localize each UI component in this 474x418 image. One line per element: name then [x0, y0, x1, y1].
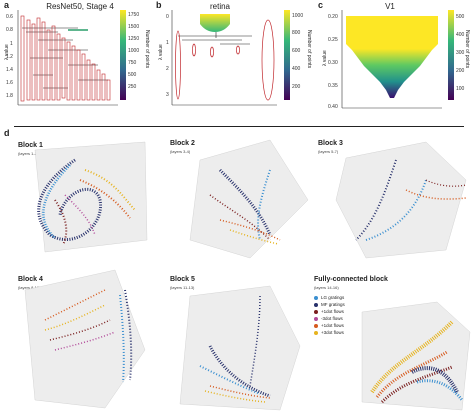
panel-a-cbtick: 250	[128, 84, 137, 90]
section-divider	[14, 126, 464, 127]
legend: LG gratings MF gratings +1dot flows -3do…	[314, 294, 394, 336]
panel-b-cbtick: 400	[292, 66, 301, 72]
block-4-scatter	[24, 269, 146, 409]
panel-b-title: retina	[209, 2, 230, 11]
block-4-title: Block 4	[18, 276, 43, 283]
block-3-title: Block 3	[318, 140, 343, 147]
panel-a-tree	[17, 10, 118, 106]
panel-c-ytick: 0.30	[328, 60, 338, 66]
block-2-subtitle: (layers 3-4)	[170, 149, 191, 154]
panel-b-cbtick: 200	[292, 84, 301, 90]
legend-dot	[314, 323, 318, 328]
panel-b-ylabel: λ value	[158, 44, 164, 60]
legend-dot	[314, 309, 318, 314]
block-2-scatter	[189, 139, 309, 259]
panel-c-title: V1	[385, 2, 395, 11]
legend-label: -3dot flows	[321, 316, 343, 321]
panel-c-cblabel: Number of points	[464, 30, 470, 69]
panel-a-cbtick: 750	[128, 60, 137, 66]
block-fc-subtitle: (layers 14-16)	[314, 285, 339, 290]
legend-label: +1dot flows	[321, 323, 344, 328]
panel-a-ytick: 1.4	[6, 67, 13, 73]
panel-c-label: c	[318, 0, 324, 10]
panel-b-ytick: 0	[166, 14, 169, 20]
panel-b-cbtick: 800	[292, 30, 301, 36]
legend-dot	[314, 316, 318, 321]
block-5-title: Block 5	[170, 276, 195, 283]
panel-b-ytick: 3	[166, 92, 169, 98]
panel-b-cbtick: 1000	[292, 13, 304, 19]
panel-a-title: ResNet50, Stage 4	[46, 2, 114, 11]
panel-a-cblabel: Number of points	[144, 30, 150, 69]
legend-dot	[314, 295, 318, 300]
panel-b-colorbar	[284, 10, 290, 100]
legend-item: LG gratings	[314, 294, 394, 301]
panel-c-cbtick: 200	[456, 68, 465, 74]
block-3-scatter	[335, 141, 467, 259]
panel-c-ytick: 0.25	[328, 37, 338, 43]
panel-b-tree	[171, 10, 277, 106]
block-5-scatter	[179, 285, 301, 411]
panel-b-label: b	[156, 0, 162, 10]
panel-a-cbtick: 1750	[128, 12, 140, 18]
panel-c-ytick: 0.35	[328, 83, 338, 89]
panel-c-funnel	[341, 10, 442, 109]
panel-a-ytick: 1.2	[6, 54, 13, 60]
block-fc-title: Fully-connected block	[314, 276, 388, 283]
legend-label: MF gratings	[321, 302, 345, 307]
panel-c-cbtick: 400	[456, 32, 465, 38]
legend-label: LG gratings	[321, 295, 345, 300]
block-fc-scatter	[361, 301, 471, 411]
legend-dot	[314, 330, 318, 335]
block-5-subtitle: (layers 11-13)	[170, 285, 195, 290]
legend-item: +3dot flows	[314, 329, 394, 336]
panel-a-ytick: 1	[10, 41, 13, 47]
panel-c-colorbar	[448, 10, 454, 100]
legend-item: +1dot flows	[314, 322, 394, 329]
panel-a-cbtick: 500	[128, 72, 137, 78]
panel-c-ytick: 0.40	[328, 104, 338, 110]
legend-item: +1dot flows	[314, 308, 394, 315]
legend-item: -3dot flows	[314, 315, 394, 322]
legend-label: +1dot flows	[321, 309, 344, 314]
block-1-subtitle: (layers 1-2)	[18, 151, 39, 156]
block-2-title: Block 2	[170, 140, 195, 147]
panel-b-ytick: 1	[166, 40, 169, 46]
legend-dot	[314, 302, 318, 307]
legend-label: +3dot flows	[321, 330, 344, 335]
panel-a-cbtick: 1000	[128, 48, 140, 54]
panel-a-ytick: 1.8	[6, 93, 13, 99]
panel-c-cbtick: 100	[456, 86, 465, 92]
panel-a-cbtick: 1250	[128, 36, 140, 42]
panel-b-ytick: 2	[166, 66, 169, 72]
block-3-subtitle: (layers 5-7)	[318, 149, 339, 154]
block-4-subtitle: (layers 8-10)	[18, 285, 41, 290]
block-1-scatter	[34, 141, 148, 253]
panel-a-label: a	[4, 0, 10, 10]
panel-b-cblabel: Number of points	[306, 30, 312, 69]
panel-c-cbtick: 300	[456, 50, 465, 56]
panel-b-cbtick: 600	[292, 48, 301, 54]
legend-item: MF gratings	[314, 301, 394, 308]
panel-a-cbtick: 1500	[128, 24, 140, 30]
panel-a-colorbar	[120, 10, 126, 100]
panel-a-ytick: 1.6	[6, 80, 13, 86]
panel-a-ytick: 0.6	[6, 14, 13, 20]
panel-c-cbtick: 500	[456, 14, 465, 20]
panel-c-ytick: 0.20	[328, 14, 338, 20]
block-1-title: Block 1	[18, 142, 43, 149]
panel-d-label: d	[4, 128, 10, 138]
panel-a-ytick: 0.8	[6, 27, 13, 33]
